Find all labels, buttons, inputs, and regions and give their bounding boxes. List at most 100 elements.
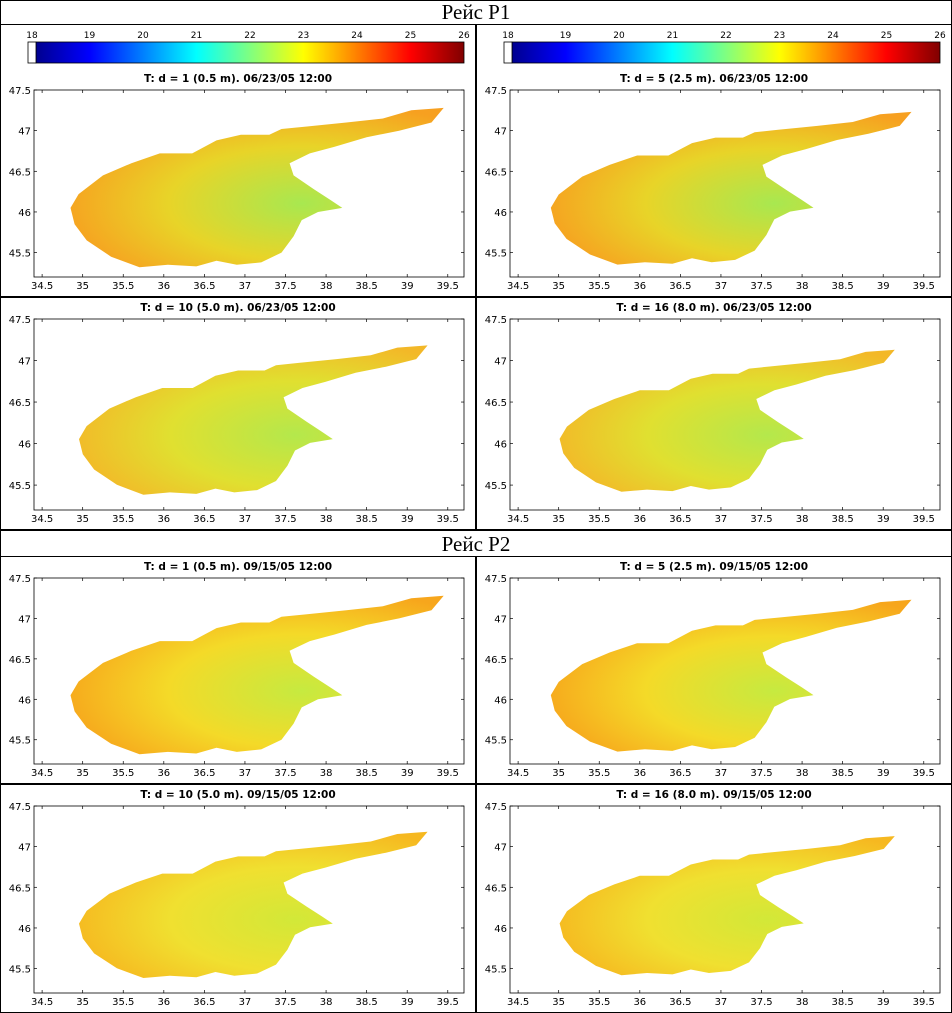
x-tick-label: 37.5	[274, 768, 296, 779]
colorbar-tick-label: 18	[26, 31, 38, 41]
y-tick-label: 45.5	[9, 249, 31, 260]
map-panel: 18 19 20 21 22 23 24 25 26 T: d = 5 (2.5 m). 06/2…	[476, 24, 952, 297]
panel-title: T: d = 16 (8.0 m). 06/23/05 12:00	[616, 302, 811, 314]
sea-temperature-field	[550, 111, 912, 265]
map-panel: T: d = 10 (5.0 m). 09/15/05 12:00 34.5 35 3…	[0, 784, 476, 1013]
x-tick-label: 38.5	[356, 514, 378, 525]
x-tick-label: 39	[401, 768, 414, 779]
x-tick-label: 38.5	[832, 997, 854, 1008]
x-tick-label: 39.5	[913, 768, 935, 779]
x-tick-label: 37.5	[750, 997, 772, 1008]
y-tick-label: 47	[18, 843, 31, 854]
x-tick-label: 35	[76, 281, 89, 292]
x-tick-label: 37	[239, 997, 252, 1008]
y-tick-label: 46	[18, 440, 31, 451]
x-tick-label: 35.5	[112, 514, 134, 525]
x-tick-label: 38.5	[356, 281, 378, 292]
x-tick-label: 37.5	[274, 514, 296, 525]
x-tick-label: 37	[239, 768, 252, 779]
sea-temperature-field	[79, 831, 428, 978]
x-tick-label: 38	[320, 281, 333, 292]
sea-temperature-field	[559, 349, 895, 492]
y-tick-label: 47	[18, 614, 31, 625]
x-tick-label: 35.5	[112, 997, 134, 1008]
y-tick-label: 47.5	[9, 315, 31, 326]
y-tick-label: 47.5	[9, 86, 31, 97]
x-tick-label: 39	[877, 514, 890, 525]
y-tick-label: 46	[494, 208, 507, 219]
x-tick-label: 39.5	[437, 768, 459, 779]
y-tick-label: 46.5	[9, 883, 31, 894]
x-tick-label: 36.5	[669, 514, 691, 525]
y-tick-label: 47.5	[9, 574, 31, 585]
x-tick-label: 36.5	[193, 768, 215, 779]
y-tick-label: 47	[494, 127, 507, 138]
x-tick-label: 36	[157, 768, 170, 779]
panel-title: T: d = 10 (5.0 m). 06/23/05 12:00	[140, 302, 335, 314]
y-tick-label: 47.5	[485, 315, 507, 326]
y-tick-label: 47	[494, 357, 507, 368]
colorbar-tick-label: 24	[827, 31, 839, 41]
y-tick-label: 46	[494, 924, 507, 935]
x-tick-label: 35	[552, 514, 565, 525]
x-tick-label: 39	[877, 768, 890, 779]
x-tick-label: 38	[796, 281, 809, 292]
sea-temperature-field	[559, 836, 895, 976]
y-tick-label: 45.5	[485, 481, 507, 492]
colorbar-tick-label: 19	[560, 31, 572, 41]
colorbar	[511, 41, 941, 64]
x-tick-label: 34.5	[31, 281, 53, 292]
x-tick-label: 39.5	[913, 514, 935, 525]
x-tick-label: 36.5	[193, 997, 215, 1008]
x-tick-label: 34.5	[31, 514, 53, 525]
x-tick-label: 35.5	[588, 281, 610, 292]
colorbar-tick-label: 25	[881, 31, 892, 41]
x-tick-label: 39.5	[437, 997, 459, 1008]
map-panel: T: d = 16 (8.0 m). 09/15/05 12:00 34.5 35 3…	[476, 784, 952, 1013]
y-tick-label: 46.5	[9, 655, 31, 666]
y-tick-label: 46	[18, 695, 31, 706]
x-tick-label: 37	[715, 997, 728, 1008]
y-tick-label: 46	[494, 695, 507, 706]
map-panel: 18 19 20 21 22 23 24 25 26 T: d = 1 (0.5 m). 06/2…	[0, 24, 476, 297]
colorbar-tick-label: 26	[934, 31, 946, 41]
colorbar-tick-label: 19	[84, 31, 96, 41]
x-tick-label: 36	[157, 997, 170, 1008]
x-tick-label: 37.5	[274, 997, 296, 1008]
x-tick-label: 36	[633, 281, 646, 292]
x-tick-label: 39	[877, 281, 890, 292]
x-tick-label: 36	[157, 514, 170, 525]
panel-title: T: d = 5 (2.5 m). 09/15/05 12:00	[620, 561, 808, 573]
y-tick-label: 47	[494, 614, 507, 625]
x-tick-label: 35	[76, 997, 89, 1008]
colorbar-tick-label: 25	[405, 31, 416, 41]
x-tick-label: 38.5	[832, 281, 854, 292]
x-tick-label: 38	[796, 997, 809, 1008]
x-tick-label: 39.5	[437, 514, 459, 525]
y-tick-label: 45.5	[485, 965, 507, 976]
x-tick-label: 38	[320, 768, 333, 779]
x-tick-label: 36.5	[193, 281, 215, 292]
x-tick-label: 36.5	[669, 768, 691, 779]
x-tick-label: 35.5	[112, 768, 134, 779]
x-tick-label: 39	[877, 997, 890, 1008]
x-tick-label: 38	[796, 768, 809, 779]
x-tick-label: 38.5	[832, 514, 854, 525]
panel-title: T: d = 1 (0.5 m). 06/23/05 12:00	[144, 73, 332, 85]
colorbar-tick-label: 24	[351, 31, 363, 41]
x-tick-label: 38.5	[356, 997, 378, 1008]
panel-title: T: d = 1 (0.5 m). 09/15/05 12:00	[144, 561, 332, 573]
x-tick-label: 35.5	[588, 514, 610, 525]
x-tick-label: 39.5	[913, 281, 935, 292]
x-tick-label: 37.5	[750, 281, 772, 292]
x-tick-label: 36.5	[669, 281, 691, 292]
y-tick-label: 46	[494, 440, 507, 451]
colorbar-tick-label: 26	[458, 31, 470, 41]
panel-title: T: d = 5 (2.5 m). 06/23/05 12:00	[620, 73, 808, 85]
x-tick-label: 38	[320, 514, 333, 525]
x-tick-label: 35.5	[112, 281, 134, 292]
x-tick-label: 39	[401, 997, 414, 1008]
y-tick-label: 47.5	[485, 802, 507, 813]
sea-temperature-field	[70, 107, 444, 268]
x-tick-label: 37	[715, 514, 728, 525]
